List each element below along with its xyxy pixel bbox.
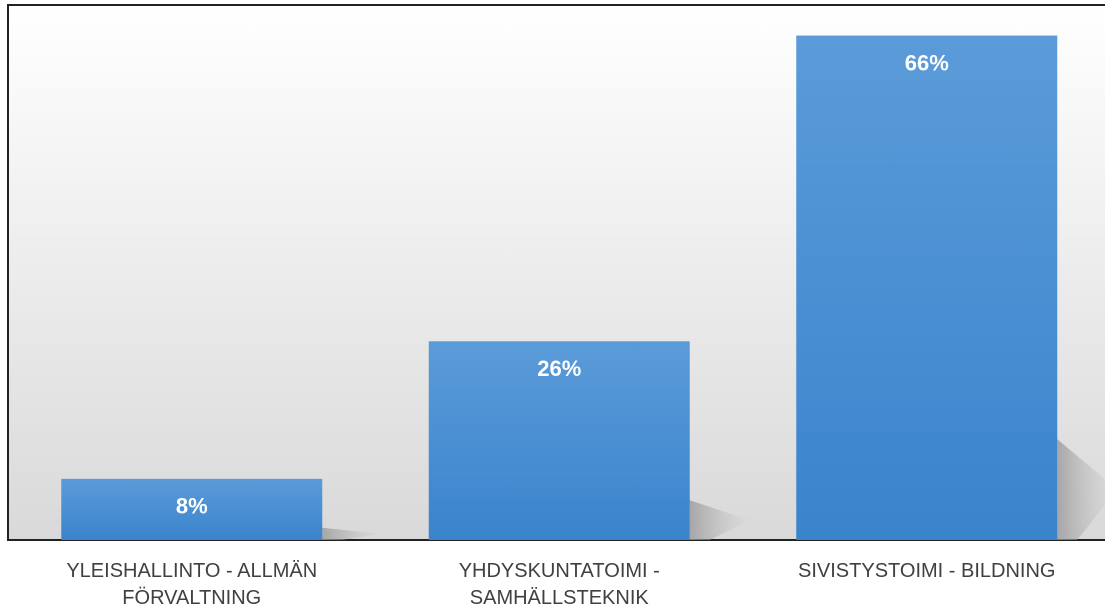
data-label: 8% [176,494,208,519]
x-tick-label: SIVISTYSTOIMI - BILDNING [798,560,1056,582]
bar [61,478,323,540]
x-tick-label: YLEISHALLINTO - ALLMÄN FÖRVALTNING [66,560,318,609]
data-label: 26% [537,356,581,381]
bar [428,341,690,540]
x-tick-label: YHDYSKUNTATOIMI - SAMHÄLLSTEKNIK [458,560,660,609]
data-label: 66% [905,50,949,75]
bar-shadow [1057,439,1105,540]
bar-shadow [689,500,750,540]
bar-shadow [322,527,383,540]
bar [796,35,1058,540]
